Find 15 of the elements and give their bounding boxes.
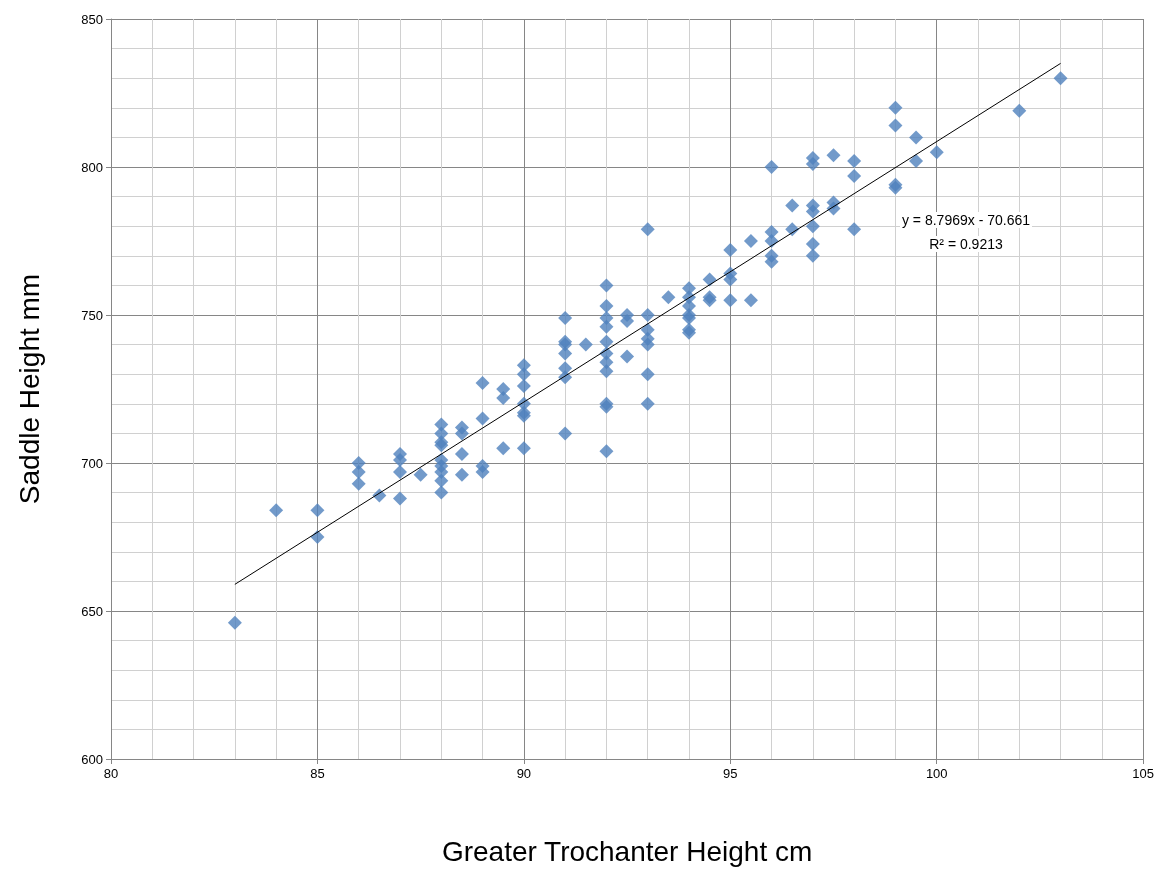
- x-tick-label: 105: [1132, 766, 1155, 781]
- y-tick-label: 750: [81, 307, 103, 323]
- y-tick-label: 650: [81, 603, 103, 619]
- annotation: y = 8.7969x - 70.661 R² = 0.9213: [901, 212, 1031, 252]
- y-tick-label: 800: [81, 159, 103, 175]
- x-axis-title: Greater Trochanter Height cm: [441, 835, 813, 867]
- x-tick-label: 95: [723, 766, 738, 781]
- y-tick-label: 600: [81, 751, 103, 767]
- x-tick-label: 100: [925, 766, 948, 781]
- y-tick-label: 700: [81, 455, 103, 471]
- x-tick-label: 85: [310, 766, 325, 781]
- y-axis-title: Saddle Height mm: [13, 273, 45, 505]
- x-tick-label: 80: [103, 766, 119, 781]
- y-tick-label: 850: [81, 11, 103, 27]
- x-tick-label: 90: [516, 766, 532, 781]
